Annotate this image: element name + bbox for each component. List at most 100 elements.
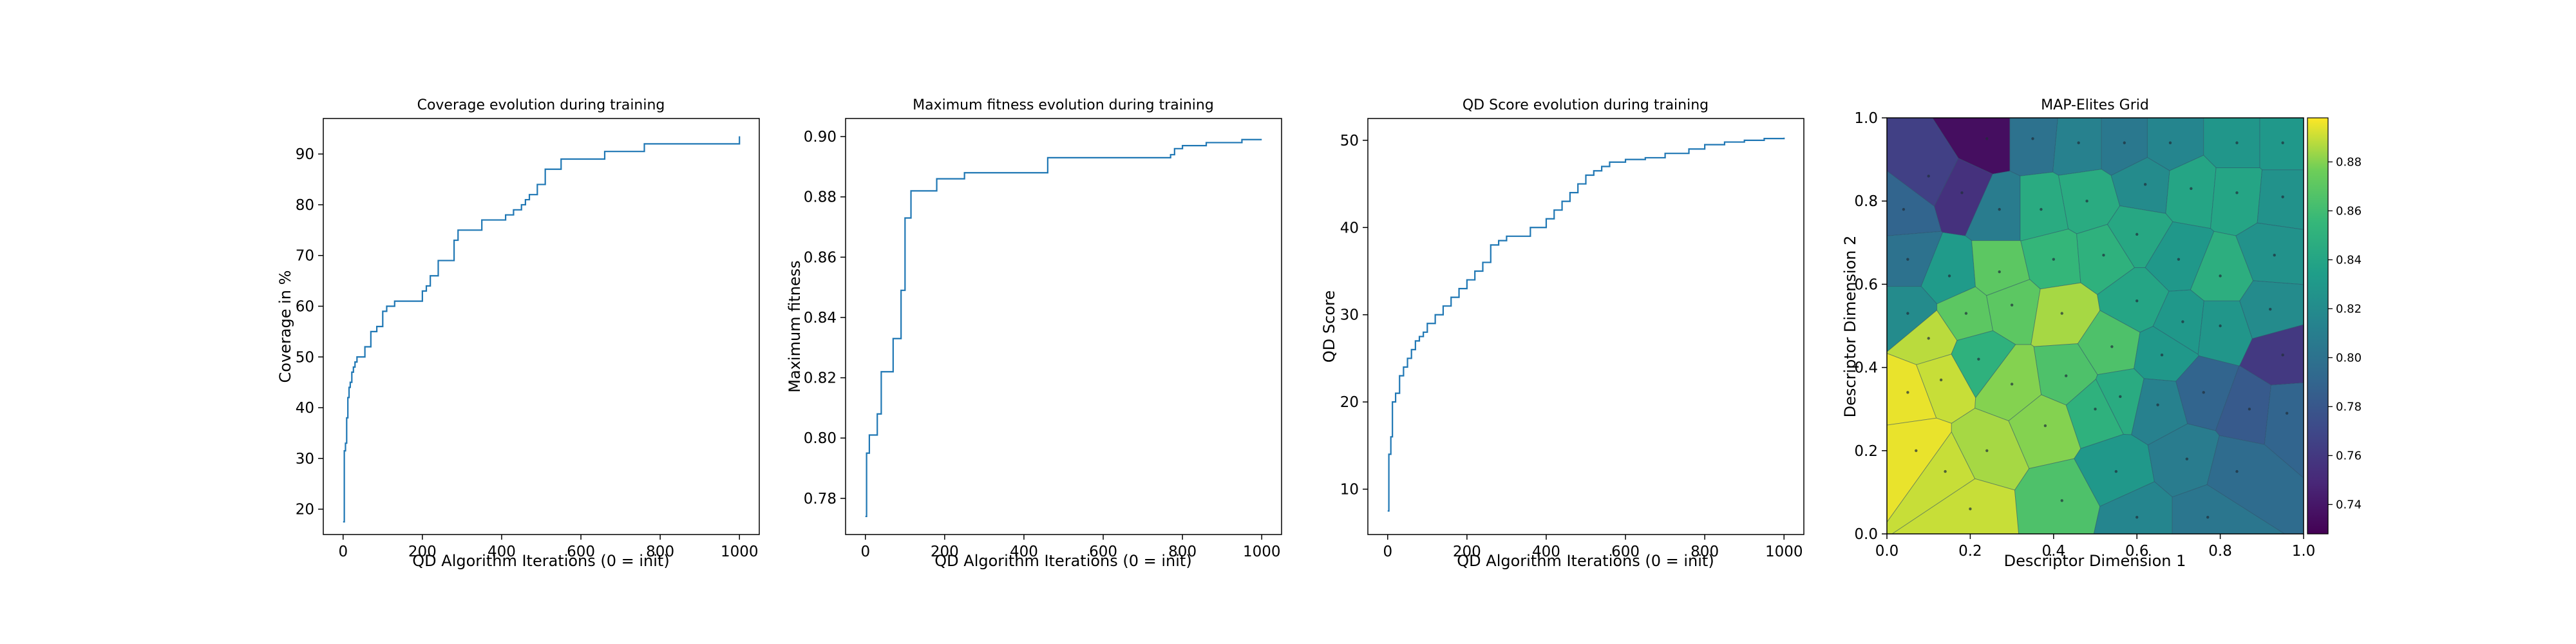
y-tick-label: 0.86 (804, 249, 837, 266)
colorbar-tick-label: 0.76 (2336, 449, 2362, 462)
y-axis-label: Coverage in % (276, 270, 294, 383)
grid-cell (1887, 431, 1976, 534)
grid-cell (2058, 169, 2121, 234)
y-tick-label: 1.0 (1854, 110, 1878, 127)
cell-centroid (2040, 207, 2043, 211)
plot-frame (323, 118, 760, 535)
panel-coverage: Coverage evolution during training QD Al… (276, 97, 760, 570)
cell-centroid (2219, 324, 2222, 328)
cell-centroid (2060, 312, 2063, 315)
cell-centroid (2052, 258, 2055, 261)
cell-centroid (2119, 395, 2122, 399)
cell-centroid (2077, 141, 2080, 144)
cell-centroid (1964, 312, 1968, 315)
x-tick-label: 600 (567, 544, 595, 560)
cell-centroid (2065, 374, 2068, 377)
cell-centroid (2094, 408, 2097, 411)
colorbar-tick-label: 0.74 (2336, 498, 2362, 511)
cell-centroid (1944, 469, 1947, 473)
series-line (1387, 137, 1785, 512)
plot-frame (845, 118, 1282, 535)
chart-title: Maximum fitness evolution during trainin… (913, 97, 1214, 113)
cell-centroid (2143, 183, 2147, 186)
y-tick-label: 0.0 (1854, 526, 1878, 543)
y-tick-label: 30 (1340, 307, 1359, 324)
y-ticks: 0.0 0.2 0.4 0.6 0.8 1.0 (1854, 110, 1887, 543)
chart-title: Coverage evolution during training (417, 97, 665, 113)
cell-centroid (2160, 354, 2164, 357)
y-tick-label: 0.2 (1854, 443, 1878, 460)
cell-centroid (2269, 307, 2272, 311)
cell-centroid (2177, 258, 2181, 261)
x-ticks: 0 200 400 600 800 1000 (1383, 535, 1803, 560)
panel-qd-score: QD Score evolution during training QD Al… (1320, 97, 1804, 570)
panel-max-fitness: Maximum fitness evolution during trainin… (786, 97, 1282, 570)
x-tick-label: 200 (1453, 544, 1481, 560)
cell-centroid (2181, 320, 2184, 323)
x-tick-label: 1.0 (2292, 543, 2316, 560)
x-axis-label: QD Algorithm Iterations (0 = init) (1457, 552, 1714, 570)
x-tick-label: 0 (338, 544, 348, 560)
x-ticks: 0 200 400 600 800 1000 (338, 535, 759, 560)
chart-title: QD Score evolution during training (1463, 97, 1709, 113)
cell-centroid (2235, 191, 2239, 194)
colorbar-tick-label: 0.82 (2336, 302, 2362, 316)
cell-centroid (2060, 499, 2063, 502)
series-line (865, 138, 1262, 518)
x-tick-label: 0.2 (1958, 543, 1982, 560)
x-tick-label: 600 (1611, 544, 1640, 560)
x-tick-label: 1000 (721, 544, 759, 560)
cell-centroid (1906, 258, 1909, 261)
cell-centroid (1985, 449, 1989, 452)
grid-cell (1887, 231, 1944, 287)
x-tick-label: 800 (1690, 544, 1719, 560)
cell-centroid (1998, 207, 2001, 211)
panel-map-elites: MAP-Elites Grid Descriptor Dimension 1 D… (1841, 97, 2362, 570)
cell-centroid (2281, 141, 2284, 144)
y-ticks: 20 30 40 50 60 70 80 90 (296, 146, 323, 518)
y-tick-label: 0.6 (1854, 276, 1878, 293)
y-tick-label: 0.4 (1854, 360, 1878, 377)
cell-centroid (2185, 457, 2189, 460)
grid-cell (2052, 118, 2102, 176)
cell-centroid (2136, 232, 2139, 236)
x-tick-label: 400 (1010, 544, 1038, 560)
x-tick-label: 1000 (1765, 544, 1803, 560)
cell-centroid (1977, 357, 1980, 361)
cell-centroid (2206, 515, 2210, 519)
grid-cell (2076, 223, 2136, 296)
cell-centroid (1927, 175, 1930, 178)
y-tick-label: 80 (296, 197, 314, 214)
grid-cell (2077, 310, 2141, 375)
x-ticks: 0 200 400 600 800 1000 (860, 535, 1281, 560)
cell-centroid (1906, 391, 1909, 394)
x-axis-label: QD Algorithm Iterations (0 = init) (412, 552, 669, 570)
y-tick-label: 10 (1340, 482, 1359, 498)
y-tick-label: 0.78 (804, 491, 837, 507)
x-tick-label: 0 (860, 544, 870, 560)
cell-centroid (1939, 378, 1943, 382)
y-tick-label: 0.82 (804, 370, 837, 387)
cells-layer (1887, 118, 2304, 534)
y-tick-label: 0.90 (804, 129, 837, 146)
colorbar: 0.74 0.76 0.78 0.80 0.82 0.84 0.86 0.88 (2307, 117, 2362, 535)
cell-centroid (2010, 383, 2014, 386)
y-tick-label: 90 (296, 146, 314, 163)
y-tick-label: 0.88 (804, 189, 837, 206)
grid-cell (2009, 118, 2058, 176)
plot-frame (1886, 117, 2304, 535)
colorbar-gradient (2307, 117, 2329, 535)
cell-centroid (2168, 141, 2172, 144)
cell-centroid (1985, 137, 1989, 140)
cell-centroid (2085, 200, 2088, 203)
y-tick-label: 50 (296, 349, 314, 366)
y-tick-label: 50 (1340, 133, 1359, 149)
grid-cell (2239, 280, 2304, 339)
y-tick-label: 0.8 (1854, 193, 1878, 210)
colorbar-tick-label: 0.84 (2336, 253, 2362, 267)
y-axis-label: QD Score (1320, 290, 1338, 363)
plot-frame (1367, 118, 1804, 535)
grid-cell (2093, 481, 2173, 534)
cell-centroid (2031, 137, 2034, 140)
